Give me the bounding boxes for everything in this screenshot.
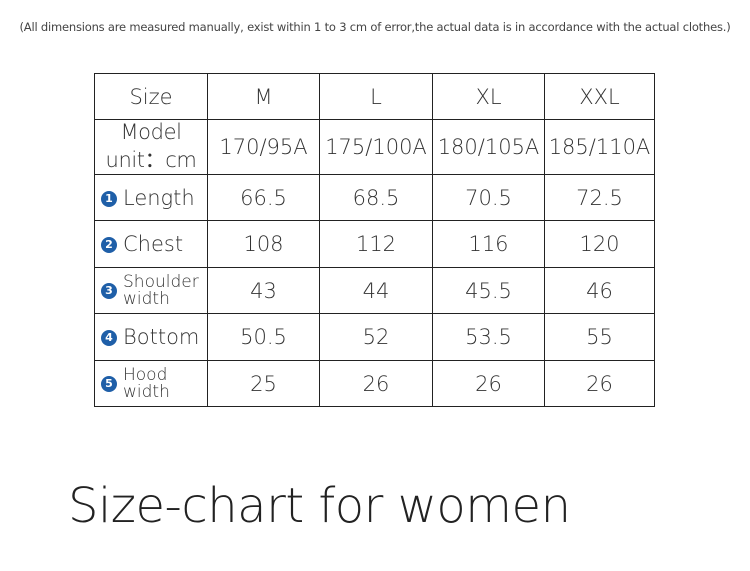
- model-value: 180/105A: [432, 119, 545, 175]
- row-label-text: Shoulder width: [123, 271, 199, 309]
- table-cell: 25: [207, 360, 320, 407]
- table-cell: 45.5: [432, 267, 545, 314]
- header-m: M: [207, 73, 320, 120]
- table-row-length: 1 Length 66.5 68.5 70.5 72.5: [94, 174, 655, 221]
- row-label-line1: Hood: [123, 364, 168, 385]
- number-3-icon: 3: [101, 282, 117, 299]
- row-label-text: Length: [123, 185, 195, 210]
- row-label-chest: 2 Chest: [94, 220, 208, 268]
- number-2-icon: 2: [101, 237, 117, 253]
- header-l: L: [319, 73, 433, 120]
- table-cell: 43: [207, 267, 320, 314]
- row-label-text: Chest: [123, 232, 184, 256]
- measurement-note: (All dimensions are measured manually, e…: [19, 20, 731, 34]
- table-cell: 44: [319, 267, 433, 314]
- table-header-row: Size M L XL XXL: [94, 73, 655, 120]
- page-title: Size-chart for women: [68, 478, 571, 534]
- row-label-line1: Shoulder: [123, 271, 199, 292]
- table-cell: 26: [544, 360, 655, 407]
- model-unit-label: Model unit：cm: [94, 119, 208, 175]
- table-cell: 116: [432, 220, 545, 268]
- model-value: 175/100A: [319, 119, 433, 175]
- table-row-model: Model unit：cm 170/95A 175/100A 180/105A …: [94, 119, 655, 175]
- table-row-bottom: 4 Bottom 50.5 52 53.5 55: [94, 313, 655, 361]
- table-row-hood: 5 Hood width 25 26 26 26: [94, 360, 655, 407]
- table-cell: 112: [319, 220, 433, 268]
- table-cell: 120: [544, 220, 655, 268]
- table-cell: 52: [319, 313, 433, 361]
- row-label-line2: width: [123, 288, 170, 309]
- row-label-line2: width: [123, 381, 170, 402]
- row-label-hood: 5 Hood width: [94, 360, 208, 407]
- row-label-text: Hood width: [123, 364, 170, 402]
- header-size: Size: [94, 73, 208, 120]
- row-label-length: 1 Length: [94, 174, 208, 221]
- table-cell: 26: [319, 360, 433, 407]
- model-value: 170/95A: [207, 119, 320, 175]
- table-cell: 55: [544, 313, 655, 361]
- row-label-shoulder: 3 Shoulder width: [94, 267, 208, 314]
- table-row-chest: 2 Chest 108 112 116 120: [94, 220, 655, 268]
- number-1-icon: 1: [101, 190, 117, 207]
- header-xl: XL: [432, 73, 545, 120]
- table-cell: 66.5: [207, 174, 320, 221]
- table-cell: 50.5: [207, 313, 320, 361]
- table-cell: 108: [207, 220, 320, 268]
- header-xxl: XXL: [544, 73, 655, 120]
- table-cell: 68.5: [319, 174, 433, 221]
- number-4-icon: 4: [101, 330, 117, 346]
- table-cell: 72.5: [544, 174, 655, 221]
- size-table: Size M L XL XXL Model unit：cm 170/95A 17…: [94, 73, 655, 407]
- table-cell: 53.5: [432, 313, 545, 361]
- table-cell: 26: [432, 360, 545, 407]
- row-label-text: Bottom: [123, 325, 200, 349]
- model-value: 185/110A: [544, 119, 655, 175]
- table-row-shoulder: 3 Shoulder width 43 44 45.5 46: [94, 267, 655, 314]
- table-cell: 70.5: [432, 174, 545, 221]
- row-label-bottom: 4 Bottom: [94, 313, 208, 361]
- number-5-icon: 5: [101, 375, 117, 392]
- table-cell: 46: [544, 267, 655, 314]
